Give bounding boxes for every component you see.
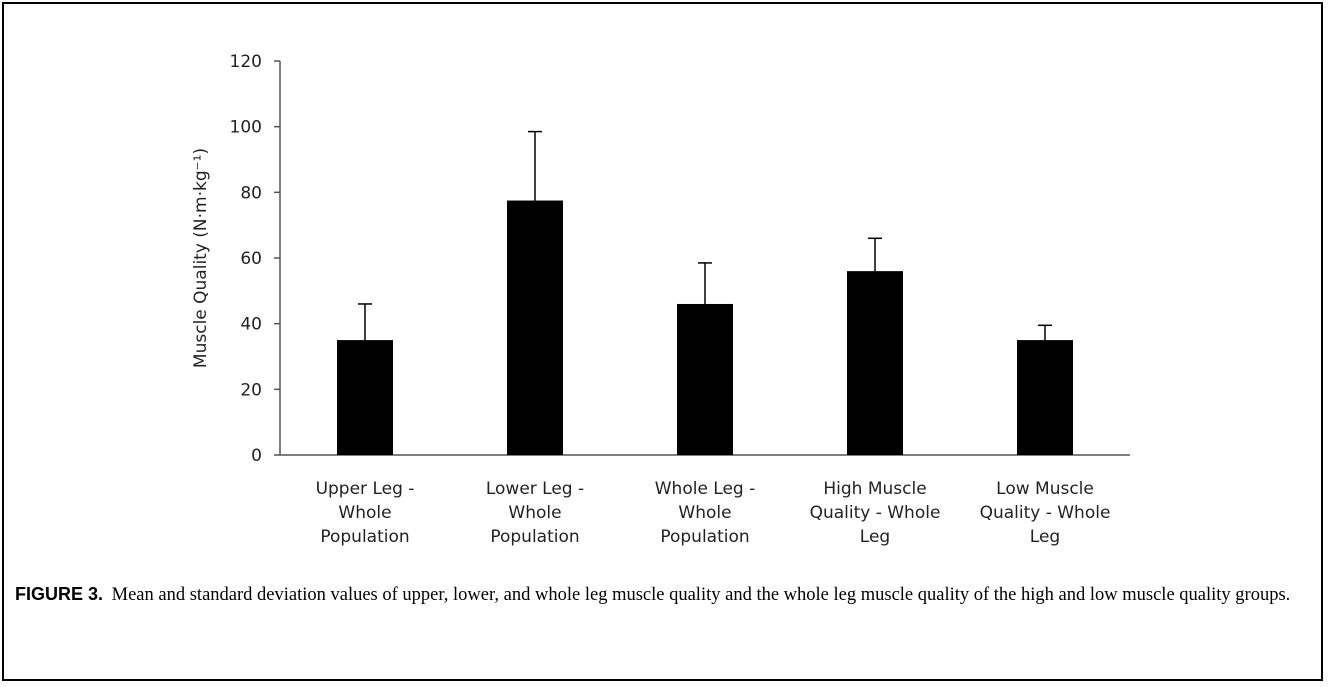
y-tick-label: 40 [240, 315, 262, 335]
bar [1017, 340, 1073, 455]
bar-chart: 0 20 40 60 80 100 120 Upper Leg -Whole Populatio… [191, 52, 1130, 547]
x-tick-label: Whole Leg -Whole Population [655, 479, 756, 547]
bar [507, 200, 563, 455]
bar [847, 271, 903, 455]
x-tick-label: Lower Leg -Whole Population [486, 479, 584, 547]
y-tick-label: 20 [240, 380, 262, 400]
bar [677, 303, 733, 455]
x-tick-label: Low Muscle Quality - Whole Leg [980, 479, 1111, 547]
bar [337, 340, 393, 455]
x-tick-label: High Muscle Quality - Whole Leg [810, 479, 941, 547]
y-tick-label: 0 [251, 446, 262, 466]
y-tick-label: 60 [240, 249, 262, 269]
y-tick-label: 80 [240, 183, 262, 203]
y-tick-label: 100 [230, 118, 262, 138]
y-axis-label: Muscle Quality (N·m·kg⁻¹) [191, 148, 211, 368]
figure-caption: FIGURE 3. Mean and standard deviation va… [15, 580, 1305, 610]
caption-text: Mean and standard deviation values of up… [111, 585, 1291, 605]
x-tick-label: Upper Leg -Whole Population [316, 479, 415, 547]
y-tick-label: 120 [230, 52, 262, 72]
figure-label: FIGURE 3. [15, 584, 104, 604]
